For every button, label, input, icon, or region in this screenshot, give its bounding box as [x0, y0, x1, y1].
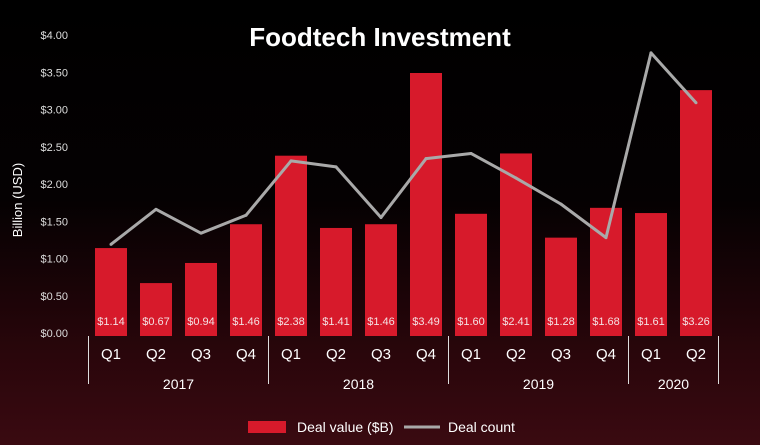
bar-data-label: $2.38	[277, 316, 305, 328]
x-tick-label: Q3	[551, 346, 571, 363]
y-tick-label: $4.00	[40, 30, 68, 42]
bar	[680, 90, 712, 336]
y-axis-label: Billion (USD)	[10, 163, 25, 237]
y-tick-label: $0.50	[40, 291, 68, 303]
bar-data-label: $1.41	[322, 316, 350, 328]
bar-data-label: $1.61	[637, 316, 665, 328]
bar	[185, 262, 217, 336]
legend-swatch-deal-value	[248, 421, 286, 433]
deal-count-point	[424, 157, 428, 161]
deal-count-point	[649, 51, 653, 55]
bar-data-label: $3.49	[412, 316, 440, 328]
bar	[410, 72, 442, 337]
bar	[635, 213, 667, 336]
y-tick-label: $2.50	[40, 142, 68, 154]
x-tick-label: Q1	[101, 346, 121, 363]
x-tick-label: Q4	[236, 346, 256, 363]
y-tick-label: $1.50	[40, 216, 68, 228]
y-tick-label: $1.00	[40, 254, 68, 266]
deal-count-point	[244, 213, 248, 217]
bar	[320, 227, 352, 336]
legend-label-deal-count: Deal count	[448, 419, 515, 435]
bar-data-label: $0.67	[142, 316, 170, 328]
bar	[230, 224, 262, 336]
deal-count-point	[514, 176, 518, 180]
deal-count-point	[379, 216, 383, 220]
deal-count-point	[154, 207, 158, 211]
legend-label-deal-value: Deal value ($B)	[297, 419, 394, 435]
deal-count-point	[109, 242, 113, 246]
bar	[95, 248, 127, 336]
bar	[545, 237, 577, 336]
y-tick-label: $0.00	[40, 328, 68, 340]
deal-count-point	[289, 159, 293, 163]
x-tick-label: Q3	[191, 346, 211, 363]
x-tick-label: Q4	[596, 346, 616, 363]
year-label: 2020	[658, 376, 689, 392]
bar-data-label: $1.46	[367, 316, 395, 328]
bar	[140, 283, 172, 336]
x-tick-label: Q2	[326, 346, 346, 363]
x-tick-label: Q2	[506, 346, 526, 363]
x-tick-label: Q3	[371, 346, 391, 363]
year-label: 2018	[343, 376, 374, 392]
bar-data-label: $0.94	[187, 316, 215, 328]
bar-data-label: $3.26	[682, 316, 710, 328]
x-tick-label: Q2	[686, 346, 706, 363]
deal-count-line	[110, 51, 698, 246]
bar-data-label: $1.60	[457, 316, 485, 328]
deal-count-point	[694, 101, 698, 105]
bar-data-label: $1.28	[547, 316, 575, 328]
bar	[500, 153, 532, 336]
y-tick-label: $3.00	[40, 105, 68, 117]
x-tick-label: Q2	[146, 346, 166, 363]
y-tick-label: $3.50	[40, 67, 68, 79]
bar-data-label: $2.41	[502, 316, 530, 328]
x-tick-label: Q4	[416, 346, 436, 363]
deal-count-point	[469, 151, 473, 155]
x-tick-label: Q1	[641, 346, 661, 363]
year-label: 2019	[523, 376, 554, 392]
bar-data-label: $1.14	[97, 316, 125, 328]
x-tick-label: Q1	[461, 346, 481, 363]
year-label: 2017	[163, 376, 194, 392]
bar	[275, 155, 307, 336]
x-tick-label: Q1	[281, 346, 301, 363]
y-tick-label: $2.00	[40, 179, 68, 191]
deal-count-point	[199, 231, 203, 235]
deal-count-point	[604, 236, 608, 240]
bar	[365, 224, 397, 336]
deal-count-point	[334, 165, 338, 169]
bar	[455, 213, 487, 336]
legend: Deal value ($B) Deal count	[248, 419, 515, 435]
bar-data-label: $1.68	[592, 316, 620, 328]
deal-count-point	[559, 202, 563, 206]
chart-title: Foodtech Investment	[249, 22, 511, 52]
bar-data-label: $1.46	[232, 316, 260, 328]
